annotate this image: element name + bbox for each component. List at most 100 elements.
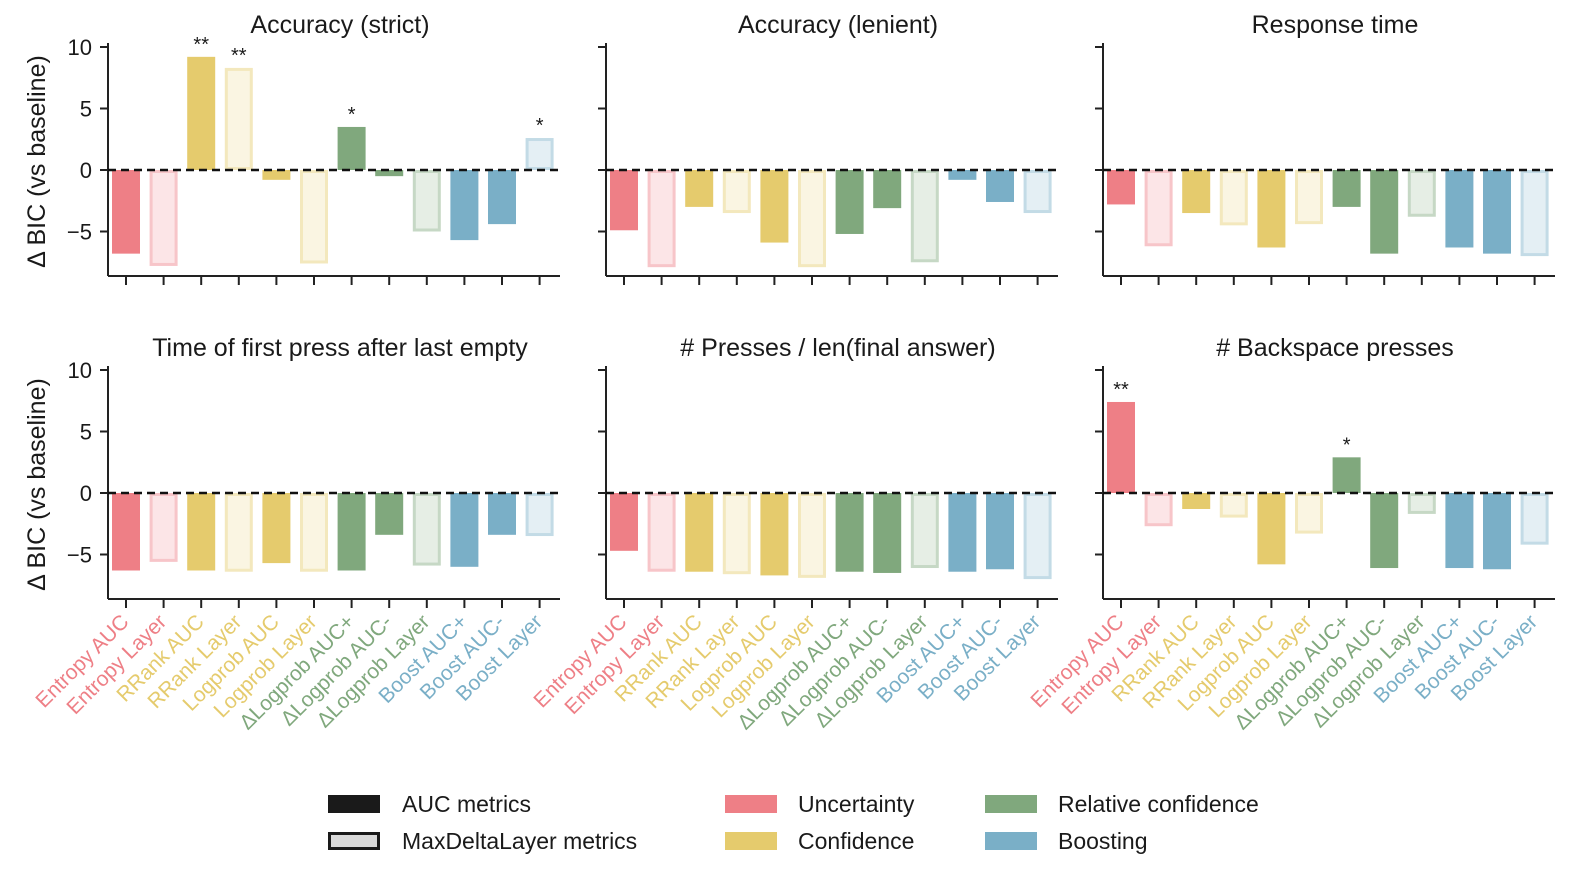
bar xyxy=(986,170,1014,202)
bar xyxy=(412,170,441,232)
bar xyxy=(224,67,253,170)
legend-swatch xyxy=(328,832,380,850)
bar xyxy=(1144,170,1173,247)
panel-title: Response time xyxy=(1252,11,1419,39)
y-tick-label: 5 xyxy=(80,420,92,445)
bar xyxy=(525,493,554,537)
bar xyxy=(760,170,789,243)
bar xyxy=(1219,170,1248,226)
bar xyxy=(1332,170,1361,207)
panel-title: Time of first press after last empty xyxy=(152,334,528,362)
y-tick-label: −5 xyxy=(67,220,92,245)
legend-label: Relative confidence xyxy=(1058,791,1259,817)
bar xyxy=(488,170,516,225)
bar xyxy=(685,493,714,572)
significance-label: * xyxy=(348,104,356,126)
bar xyxy=(262,493,291,564)
bar xyxy=(873,493,902,573)
bar xyxy=(610,493,638,551)
y-tick-label: −5 xyxy=(67,543,92,568)
bar xyxy=(835,170,864,234)
bar xyxy=(1023,170,1052,214)
bar xyxy=(300,170,328,264)
bar xyxy=(647,493,676,572)
y-tick-label: 10 xyxy=(68,358,92,383)
bar xyxy=(149,493,178,562)
bar xyxy=(187,493,216,571)
y-axis-label: Δ BIC (vs baseline) xyxy=(23,55,51,268)
bar xyxy=(1520,170,1549,257)
bar xyxy=(910,170,939,263)
bar xyxy=(450,170,479,241)
bar xyxy=(262,170,291,180)
bar xyxy=(1257,170,1286,248)
bar xyxy=(610,170,638,231)
legend: AUC metrics MaxDeltaLayer metrics Uncertai… xyxy=(328,791,1259,854)
bar xyxy=(647,170,676,268)
bar xyxy=(1520,493,1549,545)
panel-title: # Backspace presses xyxy=(1216,334,1454,362)
legend-label: MaxDeltaLayer metrics xyxy=(402,828,637,854)
bar xyxy=(1483,493,1511,570)
bar xyxy=(948,170,977,180)
bar xyxy=(1257,493,1286,565)
panel-4: Time of first press after last empty 10 5 0… xyxy=(23,334,560,734)
bar xyxy=(375,170,404,177)
panel-title: # Presses / len(final answer) xyxy=(680,334,995,362)
y-tick-label: 0 xyxy=(80,158,92,183)
bar xyxy=(948,493,977,572)
bar xyxy=(224,493,253,572)
legend-label: Boosting xyxy=(1058,828,1148,854)
legend-swatch xyxy=(985,795,1037,813)
legend-swatch xyxy=(725,832,777,850)
bar xyxy=(1407,493,1436,514)
bar xyxy=(112,493,140,571)
bar xyxy=(722,170,751,214)
bar xyxy=(1023,493,1052,580)
bar xyxy=(149,170,178,266)
bar xyxy=(1107,170,1135,205)
bar xyxy=(1370,493,1399,569)
panel-6: # Backspace presses***Entropy AUCEntropy… xyxy=(1026,334,1555,734)
panel-2: Accuracy (lenient) xyxy=(598,11,1058,285)
y-tick-label: 10 xyxy=(68,35,92,60)
significance-label: ** xyxy=(193,34,209,56)
bar xyxy=(1483,170,1511,254)
bar xyxy=(835,493,864,572)
bar xyxy=(488,493,516,535)
bar xyxy=(1445,170,1474,248)
significance-label: ** xyxy=(231,45,247,67)
panel-5: # Presses / len(final answer)Entropy AUC… xyxy=(529,334,1058,734)
panel-3: Response time xyxy=(1095,11,1555,285)
y-tick-label: 5 xyxy=(80,97,92,122)
bar xyxy=(1107,401,1135,493)
y-tick-label: 0 xyxy=(80,481,92,506)
bar xyxy=(525,138,554,171)
bar xyxy=(1182,493,1211,509)
legend-label: AUC metrics xyxy=(402,791,531,817)
bar xyxy=(187,56,216,171)
bar xyxy=(873,170,902,209)
legend-label: Confidence xyxy=(798,828,914,854)
bar xyxy=(760,493,789,576)
bar xyxy=(910,493,939,569)
panel-title: Accuracy (strict) xyxy=(250,11,429,39)
bar xyxy=(337,493,366,571)
significance-label: * xyxy=(1343,434,1351,456)
bar xyxy=(798,493,826,578)
bar xyxy=(1295,170,1323,225)
bar xyxy=(1295,493,1323,534)
legend-swatch xyxy=(328,795,380,813)
bar xyxy=(1445,493,1474,569)
bar xyxy=(300,493,328,572)
significance-label: * xyxy=(536,115,544,137)
bar xyxy=(986,493,1014,570)
bar xyxy=(722,493,751,575)
bar xyxy=(375,493,404,535)
panel-title: Accuracy (lenient) xyxy=(738,11,938,39)
bar xyxy=(1407,170,1436,217)
significance-label: ** xyxy=(1113,379,1129,401)
bar xyxy=(1370,170,1399,254)
bar xyxy=(450,493,479,567)
